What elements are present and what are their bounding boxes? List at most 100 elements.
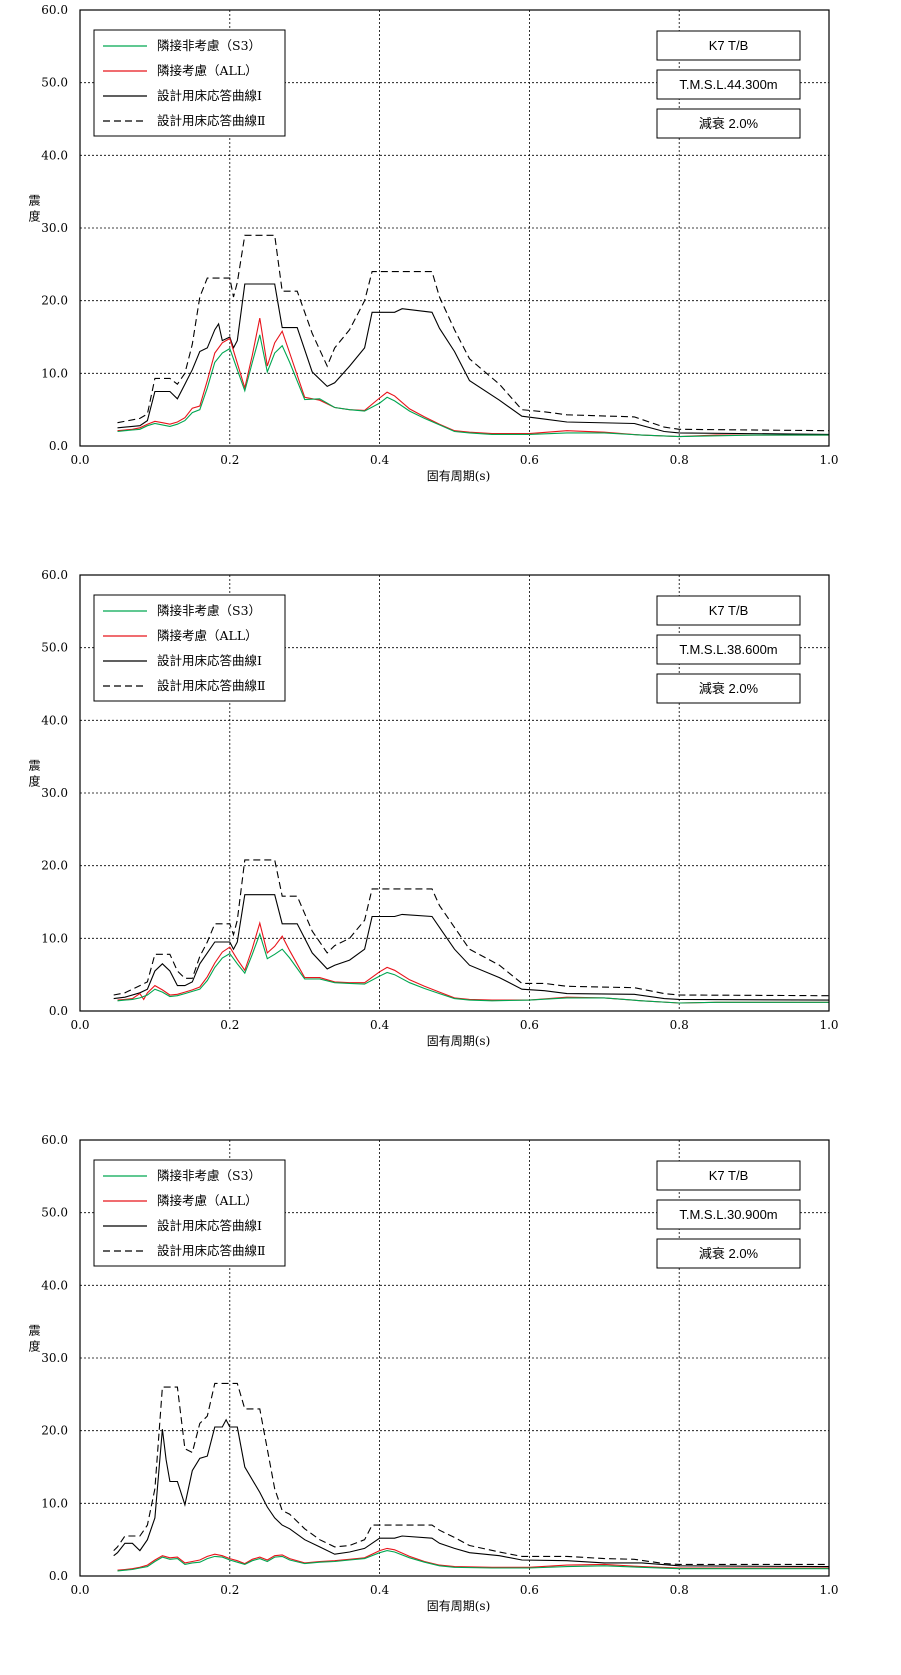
x-tick-label: 0.2	[220, 1583, 239, 1597]
info-box-label: T.M.S.L.38.600m	[679, 642, 777, 657]
y-tick-label: 10.0	[41, 931, 68, 945]
y-tick-label: 0.0	[49, 1004, 68, 1018]
series-line-3	[113, 1418, 830, 1568]
info-boxes: K7 T/B T.M.S.L.44.300m 減衰 2.0%	[656, 30, 801, 139]
y-tick-label: 10.0	[41, 366, 68, 380]
legend-label: 隣接考慮（ALL）	[157, 1193, 258, 1208]
legend-label: 設計用床応答曲線Ⅱ	[157, 678, 266, 693]
legend-label: 隣接非考慮（S3）	[157, 603, 261, 618]
legend: 隣接非考慮（S3） 隣接考慮（ALL） 設計用床応答曲線Ⅰ 設計用床応答曲線Ⅱ	[93, 29, 286, 137]
y-tick-label: 40.0	[41, 148, 68, 162]
chart-3: 0.0 10.0 20.0 30.0 40.0 50.0 60.0 0.0 0.2 0.4 0.6 0…	[27, 1133, 839, 1613]
legend-box	[93, 594, 286, 702]
x-tick-label: 1.0	[819, 1583, 838, 1597]
series-line-1	[117, 334, 829, 438]
y-tick-label: 0.0	[49, 1569, 68, 1583]
info-boxes: K7 T/B T.M.S.L.30.900m 減衰 2.0%	[656, 1160, 801, 1269]
series-line-4	[113, 1382, 829, 1565]
x-tick-label: 0.2	[220, 1018, 239, 1032]
y-tick-label: 30.0	[41, 786, 68, 800]
x-axis-label: 固有周期(s)	[427, 1599, 491, 1613]
chart-1: 0.0 10.0 20.0 30.0 40.0 50.0 60.0 0.0 0.2 0.4 0.6 0…	[27, 3, 839, 483]
y-tick-label: 10.0	[41, 1496, 68, 1510]
x-tick-label: 0.8	[670, 1583, 689, 1597]
info-box	[656, 1160, 801, 1191]
y-tick-label: 50.0	[41, 1206, 68, 1220]
y-tick-label: 40.0	[41, 713, 68, 727]
plot-frame	[79, 574, 830, 1012]
legend: 隣接非考慮（S3） 隣接考慮（ALL） 設計用床応答曲線Ⅰ 設計用床応答曲線Ⅱ	[93, 1159, 286, 1267]
y-tick-label: 50.0	[41, 641, 68, 655]
y-tick-label: 30.0	[41, 1351, 68, 1365]
x-tick-label: 0.6	[520, 453, 539, 467]
y-axis-label: 震 度	[27, 1324, 41, 1352]
legend-box	[93, 29, 286, 137]
x-tick-label: 0.0	[70, 1583, 89, 1597]
info-box	[656, 634, 801, 665]
info-box-label: T.M.S.L.44.300m	[679, 77, 777, 92]
y-tick-label: 20.0	[41, 294, 68, 308]
series-line-2	[117, 921, 829, 1004]
plot-frame	[79, 1139, 830, 1577]
y-tick-label: 60.0	[41, 1133, 68, 1147]
series-line-2	[117, 317, 829, 438]
x-tick-label: 1.0	[819, 453, 838, 467]
chart-2: 0.0 10.0 20.0 30.0 40.0 50.0 60.0 0.0 0.2 0.4 0.6 0…	[27, 568, 839, 1048]
series-line-4	[113, 859, 830, 997]
y-tick-label: 60.0	[41, 3, 68, 17]
legend: 隣接非考慮（S3） 隣接考慮（ALL） 設計用床応答曲線Ⅰ 設計用床応答曲線Ⅱ	[93, 594, 286, 702]
info-box	[656, 69, 801, 100]
y-tick-label: 60.0	[41, 568, 68, 582]
y-tick-label: 20.0	[41, 859, 68, 873]
info-box-label: 減衰 2.0%	[699, 116, 759, 131]
info-box	[656, 1238, 801, 1269]
legend-label: 設計用床応答曲線Ⅰ	[157, 653, 262, 668]
info-box	[656, 673, 801, 704]
series-line-1	[117, 1550, 829, 1572]
legend-label: 設計用床応答曲線Ⅰ	[157, 88, 262, 103]
x-tick-label: 0.4	[370, 1018, 389, 1032]
plot-frame	[79, 9, 830, 447]
y-tick-label: 30.0	[41, 221, 68, 235]
info-box	[656, 30, 801, 61]
legend-label: 設計用床応答曲線Ⅱ	[157, 113, 266, 128]
y-tick-label: 0.0	[49, 439, 68, 453]
series-line-3	[117, 283, 830, 435]
series-line-4	[117, 234, 830, 432]
y-tick-label: 20.0	[41, 1424, 68, 1438]
info-boxes: K7 T/B T.M.S.L.38.600m 減衰 2.0%	[656, 595, 801, 704]
legend-label: 隣接非考慮（S3）	[157, 38, 261, 53]
x-tick-label: 0.2	[220, 453, 239, 467]
series-line-2	[117, 1547, 829, 1571]
info-box-label: K7 T/B	[709, 1168, 749, 1183]
info-box-label: T.M.S.L.30.900m	[679, 1207, 777, 1222]
info-box	[656, 108, 801, 139]
y-tick-label: 40.0	[41, 1278, 68, 1292]
x-axis-label: 固有周期(s)	[427, 469, 491, 483]
x-tick-label: 1.0	[819, 1018, 838, 1032]
info-box-label: K7 T/B	[709, 38, 749, 53]
y-axis-label: 震 度	[27, 759, 41, 787]
legend-label: 隣接考慮（ALL）	[157, 63, 258, 78]
series-line-3	[113, 894, 830, 1001]
x-tick-label: 0.8	[670, 1018, 689, 1032]
info-box-label: 減衰 2.0%	[699, 681, 759, 696]
info-box-label: K7 T/B	[709, 603, 749, 618]
legend-label: 設計用床応答曲線Ⅰ	[157, 1218, 262, 1233]
x-tick-label: 0.4	[370, 453, 389, 467]
x-tick-label: 0.6	[520, 1583, 539, 1597]
legend-label: 設計用床応答曲線Ⅱ	[157, 1243, 266, 1258]
legend-label: 隣接考慮（ALL）	[157, 628, 258, 643]
info-box	[656, 595, 801, 626]
info-box	[656, 1199, 801, 1230]
legend-box	[93, 1159, 286, 1267]
series-line-1	[117, 932, 829, 1004]
legend-label: 隣接非考慮（S3）	[157, 1168, 261, 1183]
x-axis-label: 固有周期(s)	[427, 1034, 491, 1048]
y-axis-label: 震 度	[27, 194, 41, 222]
x-tick-label: 0.8	[670, 453, 689, 467]
x-tick-label: 0.4	[370, 1583, 389, 1597]
info-box-label: 減衰 2.0%	[699, 1246, 759, 1261]
x-tick-label: 0.0	[70, 1018, 89, 1032]
x-tick-label: 0.0	[70, 453, 89, 467]
